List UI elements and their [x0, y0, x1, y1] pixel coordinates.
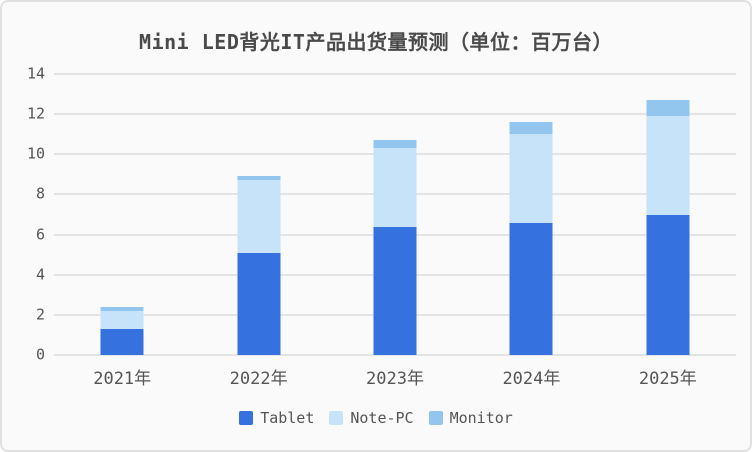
bar-segment-monitor [237, 176, 281, 181]
bar-segment-tablet [237, 252, 281, 355]
bar-segment-note-pc [100, 310, 144, 329]
legend-label-tablet: Tablet [260, 409, 315, 427]
stacked-bar [509, 74, 553, 355]
stacked-bar [646, 74, 690, 355]
y-axis-tick-label: 2 [35, 305, 45, 324]
bar-segment-tablet [646, 214, 690, 355]
bar-segment-note-pc [509, 134, 553, 223]
category-band [190, 74, 326, 355]
category-band [463, 74, 599, 355]
bars-layer [54, 74, 736, 355]
y-axis-tick-label: 12 [26, 104, 45, 123]
bar-segment-monitor [373, 140, 417, 149]
bar-segment-note-pc [237, 180, 281, 253]
legend-item-monitor[interactable]: Monitor [428, 409, 513, 427]
x-axis-tick-label: 2025年 [638, 369, 697, 389]
y-axis-tick-label: 14 [26, 64, 45, 83]
gridline [54, 113, 736, 116]
legend-label-monitor: Monitor [449, 409, 513, 427]
y-axis-tick-label: 10 [26, 144, 45, 163]
category-band [600, 74, 736, 355]
plot-area: 0 2 4 6 8 10 12 14 [27, 66, 736, 362]
stacked-bar [373, 74, 417, 355]
legend-item-tablet[interactable]: Tablet [239, 409, 314, 427]
bar-segment-tablet [100, 328, 144, 355]
bar-segment-monitor [100, 306, 144, 311]
legend: Tablet Note-PC Monitor [2, 409, 750, 427]
legend-item-note-pc[interactable]: Note-PC [329, 409, 414, 427]
bar-segment-monitor [646, 100, 690, 117]
x-axis-tick-label: 2024年 [502, 369, 561, 389]
bar-segment-monitor [509, 122, 553, 135]
stacked-bar [237, 74, 281, 355]
bar-segment-tablet [509, 222, 553, 355]
category-band [54, 74, 190, 355]
x-axis-tick-label: 2023年 [366, 369, 424, 389]
y-axis-tick-label: 6 [35, 225, 45, 244]
gridline [54, 354, 736, 356]
bar-segment-tablet [373, 226, 417, 355]
y-axis-tick-label: 4 [35, 265, 45, 284]
x-axis-tick-label: 2022年 [229, 369, 288, 389]
y-axis-tick-label: 0 [35, 345, 45, 364]
legend-swatch-note-pc [329, 411, 344, 425]
y-axis-tick-label: 8 [35, 184, 45, 203]
category-band [327, 74, 463, 355]
bar-segment-note-pc [646, 116, 690, 215]
stacked-bar [100, 74, 144, 355]
chart-title: Mini LED背光IT产品出货量预测（单位：百万台） [139, 30, 613, 54]
gridline [54, 73, 736, 75]
bar-segment-note-pc [373, 148, 417, 227]
legend-label-note-pc: Note-PC [350, 409, 414, 427]
x-axis-labels: 2021年 2022年 2023年 2024年 2025年 [54, 364, 736, 389]
x-axis-tick-label: 2021年 [93, 369, 152, 389]
legend-swatch-tablet [239, 411, 254, 425]
legend-swatch-monitor [428, 411, 443, 425]
